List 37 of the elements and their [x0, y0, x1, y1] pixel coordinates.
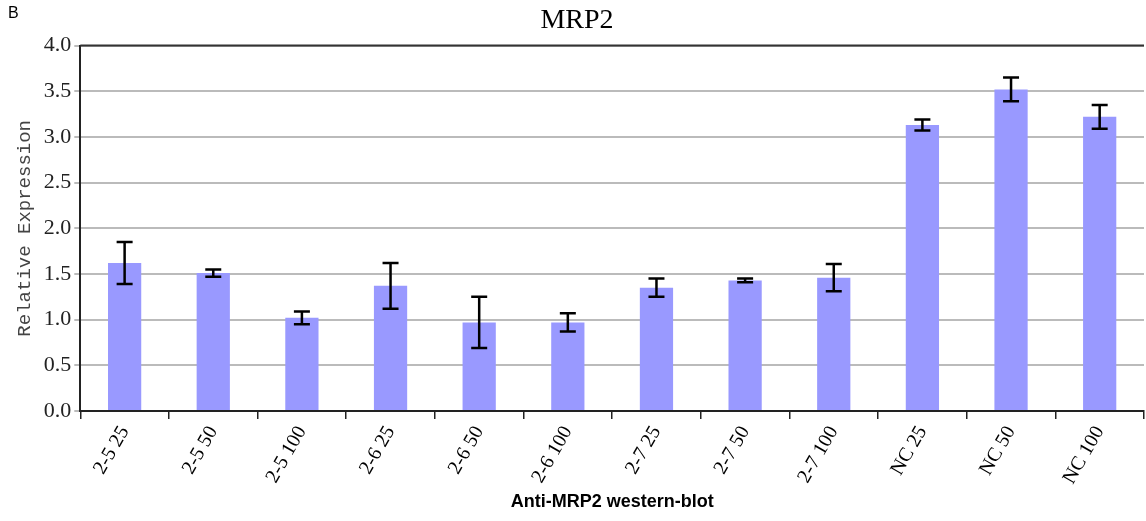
x-axis-title: Anti-MRP2 western-blot	[510, 491, 714, 512]
bar	[373, 285, 408, 411]
y-tick-label: 0.5	[43, 351, 72, 377]
y-tick-label: 4.0	[43, 31, 72, 57]
bar	[1083, 116, 1117, 411]
x-tick-label: NC 25	[884, 421, 931, 479]
bar	[994, 89, 1028, 411]
x-tick-label: 2-6 100	[525, 421, 576, 487]
bar	[728, 280, 762, 411]
x-tick-label: 2-5 25	[87, 421, 133, 478]
y-tick-label: 0.0	[43, 396, 72, 422]
y-tick-label: 1.5	[43, 259, 72, 285]
y-tick-label: 2.5	[43, 168, 72, 194]
bar	[551, 322, 585, 411]
y-tick-label: 3.0	[43, 122, 72, 148]
x-tick-label: 2-7 50	[708, 421, 754, 478]
text: B	[8, 4, 19, 22]
x-tick-label: 2-7 25	[619, 421, 665, 478]
y-tick-label: 1.0	[43, 305, 72, 331]
bar	[196, 273, 230, 411]
bar	[462, 322, 496, 411]
chart-title: MRP2	[540, 3, 614, 35]
x-tick-label: 2-6 50	[442, 421, 488, 478]
x-tick-label: 2-5 50	[176, 421, 222, 478]
bar	[285, 317, 319, 411]
x-tick-label: 2-7 100	[791, 421, 842, 487]
y-axis-title: Relative Expression	[14, 119, 37, 337]
x-tick-label: 2-6 25	[353, 421, 399, 478]
x-tick-label: 2-5 100	[260, 421, 310, 487]
bar	[639, 287, 674, 411]
x-tick-label: NC 50	[973, 421, 1020, 479]
y-tick-label: 2.0	[43, 214, 72, 240]
bar	[905, 125, 940, 411]
y-tick-label: 3.5	[43, 77, 72, 103]
x-tick-label: NC 100	[1057, 421, 1108, 487]
bar	[817, 277, 851, 411]
bar	[108, 263, 142, 411]
